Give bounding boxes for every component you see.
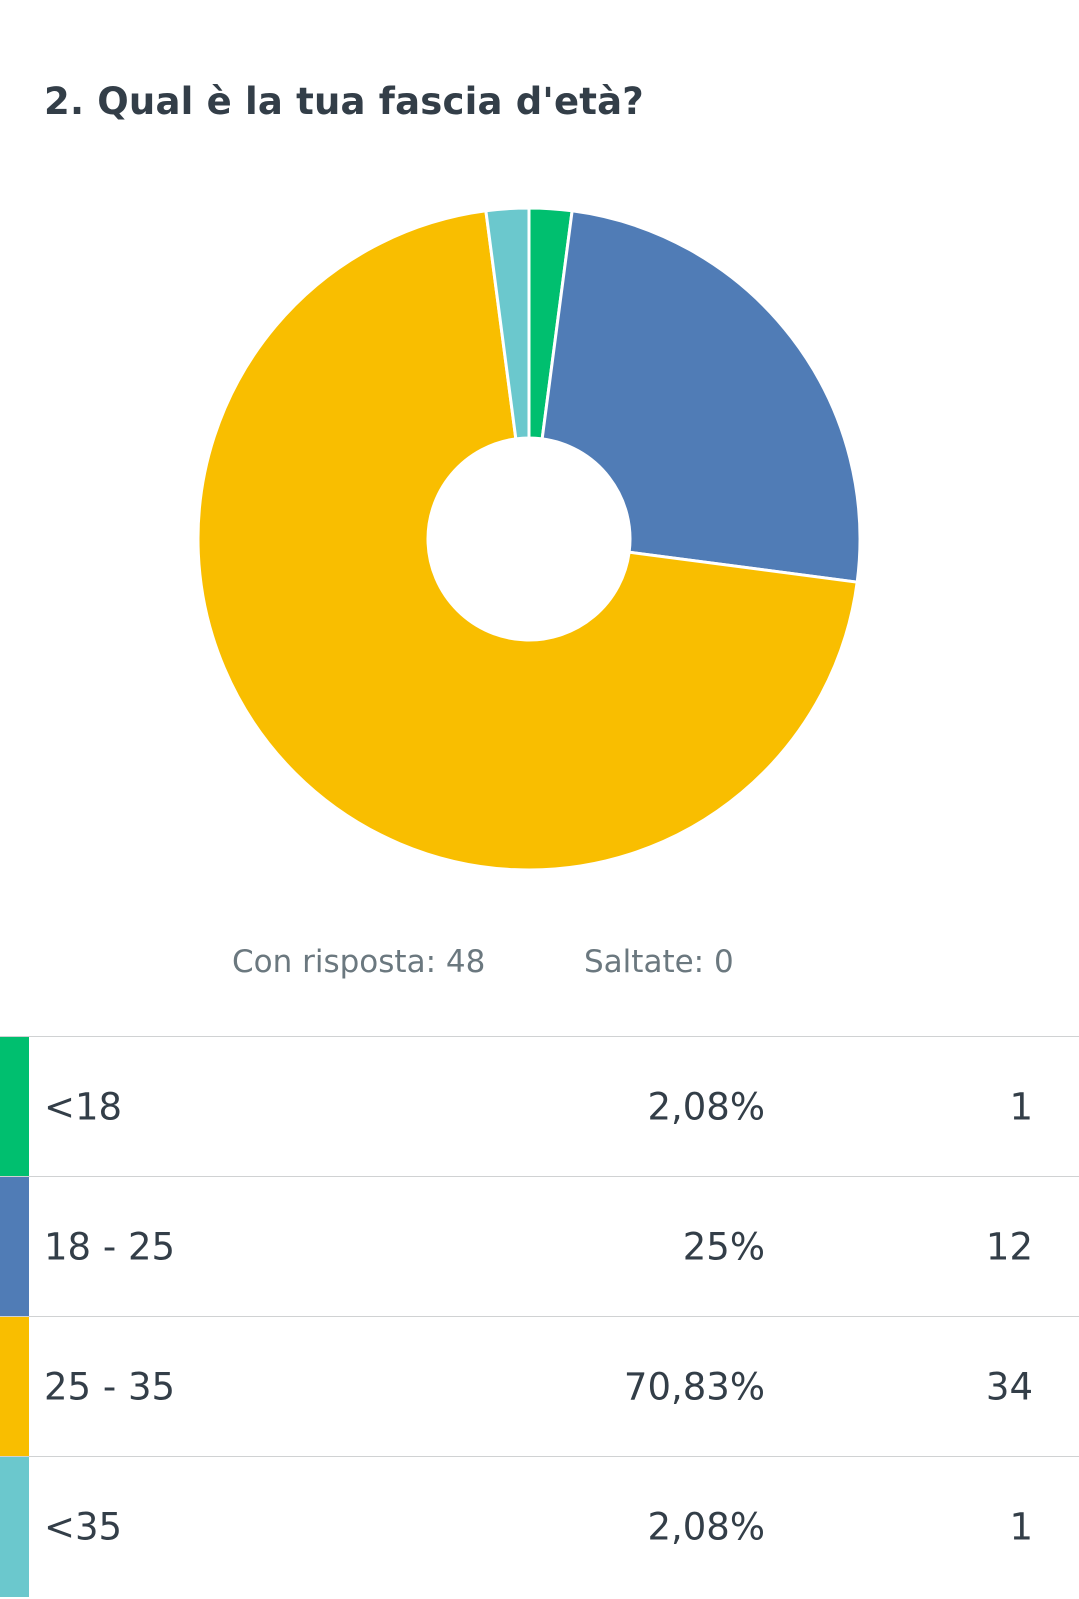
donut-chart-svg (196, 206, 862, 872)
color-swatch (0, 1177, 29, 1316)
color-swatch (0, 1457, 29, 1597)
slice-lt35 (484, 206, 531, 441)
table-row: 25 - 35 70,83% 34 (0, 1317, 1079, 1457)
table-row: <35 2,08% 1 (0, 1457, 1079, 1597)
table-row: <18 2,08% 1 (0, 1037, 1079, 1177)
answer-count: 1 (1009, 1085, 1033, 1128)
answer-count: 34 (985, 1365, 1033, 1408)
answer-label: 25 - 35 (44, 1365, 176, 1408)
answer-percent: 70,83% (623, 1365, 765, 1408)
skipped-count: Saltate: 0 (584, 944, 734, 980)
slice-25-35 (196, 209, 859, 872)
answer-percent: 25% (682, 1225, 765, 1268)
slice-18-25 (540, 209, 862, 584)
answer-count: 12 (985, 1225, 1033, 1268)
answer-label: <18 (44, 1085, 123, 1128)
answer-percent: 2,08% (647, 1505, 765, 1549)
answered-count: Con risposta: 48 (232, 944, 486, 980)
answer-label: 18 - 25 (44, 1225, 176, 1268)
color-swatch (0, 1037, 29, 1176)
question-title: 2. Qual è la tua fascia d'età? (44, 80, 644, 123)
answer-percent: 2,08% (647, 1085, 765, 1128)
response-summary: Con risposta: 48 Saltate: 0 (0, 944, 1079, 984)
answer-label: <35 (44, 1505, 123, 1549)
results-table: <18 2,08% 1 18 - 25 25% 12 25 - 35 70,83… (0, 1036, 1079, 1597)
answer-count: 1 (1009, 1505, 1033, 1549)
table-row: 18 - 25 25% 12 (0, 1177, 1079, 1317)
color-swatch (0, 1317, 29, 1456)
donut-chart (0, 190, 1079, 910)
